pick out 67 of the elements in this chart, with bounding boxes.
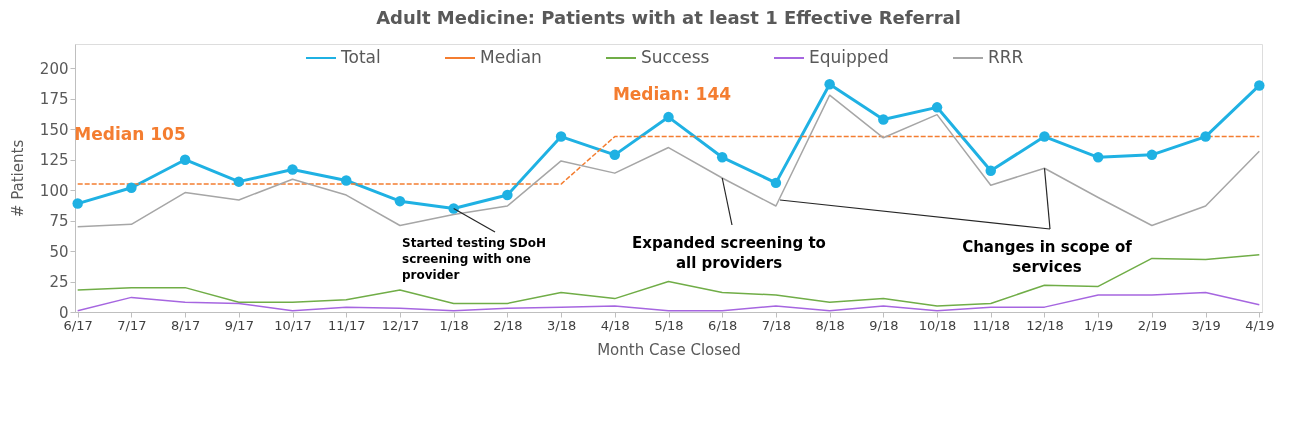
point bbox=[1200, 131, 1211, 142]
point bbox=[179, 154, 191, 165]
point bbox=[502, 189, 513, 201]
point bbox=[770, 177, 782, 189]
y-tick-label: 75 bbox=[49, 212, 69, 231]
x-tick-label: 6/18 bbox=[708, 317, 738, 333]
y-axis-title: # Patients bbox=[8, 139, 27, 218]
y-tick-label: 200 bbox=[39, 59, 69, 78]
point bbox=[340, 175, 352, 186]
point bbox=[1254, 80, 1265, 91]
x-tick-label: 11/17 bbox=[328, 317, 366, 333]
annotation: Median: 144 bbox=[612, 84, 732, 104]
legend-label: RRR bbox=[988, 47, 1024, 67]
x-tick-label: 7/17 bbox=[117, 317, 147, 333]
x-tick-label: 8/17 bbox=[171, 317, 201, 333]
annotation: Expanded screening to all providers bbox=[632, 234, 826, 273]
legend-label: Equipped bbox=[809, 47, 889, 67]
point bbox=[1146, 149, 1158, 161]
point bbox=[555, 131, 567, 142]
line-series bbox=[76, 254, 1261, 307]
x-tick-label: 12/18 bbox=[1026, 317, 1064, 333]
point bbox=[824, 78, 835, 90]
x-axis-title: Month Case Closed bbox=[597, 340, 741, 359]
y-tick-label: 175 bbox=[39, 90, 69, 109]
x-tick-label: 3/19 bbox=[1191, 317, 1221, 333]
annotation: Median 105 bbox=[74, 124, 186, 144]
x-tick-label: 9/17 bbox=[224, 317, 254, 333]
point bbox=[1092, 152, 1104, 163]
legend-label: Success bbox=[641, 47, 710, 67]
point bbox=[126, 182, 137, 193]
x-tick-label: 2/19 bbox=[1137, 317, 1167, 333]
x-tick-label: 2/18 bbox=[493, 317, 523, 333]
annotation: Started testing SDoH screening with one provider bbox=[402, 236, 547, 283]
point bbox=[609, 149, 621, 161]
x-tick-label: 10/18 bbox=[918, 317, 957, 333]
x-tick-label: 12/17 bbox=[381, 317, 420, 333]
x-tick-label: 1/18 bbox=[439, 317, 469, 333]
x-tick-label: 4/18 bbox=[600, 317, 630, 333]
x-tick-label: 9/18 bbox=[869, 317, 899, 333]
x-tick-label: 3/18 bbox=[546, 317, 577, 333]
point bbox=[985, 165, 997, 176]
point bbox=[448, 203, 459, 214]
point bbox=[233, 176, 245, 187]
x-tick-label: 1/19 bbox=[1084, 317, 1114, 333]
annotation: Changes in scope of services bbox=[962, 238, 1133, 277]
x-tick-label: 7/18 bbox=[761, 317, 792, 333]
x-tick-label: 11/18 bbox=[972, 317, 1010, 333]
point bbox=[394, 195, 406, 207]
legend-label: Total bbox=[340, 47, 381, 67]
y-tick-label: 25 bbox=[49, 273, 69, 292]
x-tick-label: 4/19 bbox=[1245, 317, 1275, 333]
chart-title: Adult Medicine: Patients with at least 1 Effective Referral bbox=[376, 7, 961, 28]
x-tick-label: 8/18 bbox=[815, 317, 845, 333]
x-tick-label: 5/18 bbox=[654, 317, 684, 333]
y-tick-label: 125 bbox=[39, 151, 69, 170]
y-tick-label: 150 bbox=[39, 120, 69, 139]
point bbox=[663, 111, 674, 123]
point bbox=[287, 164, 298, 175]
y-tick-label: 50 bbox=[49, 242, 69, 261]
point bbox=[72, 198, 83, 209]
point bbox=[1039, 131, 1050, 142]
point bbox=[716, 152, 728, 163]
y-tick-label: 100 bbox=[39, 181, 69, 200]
x-tick-label: 10/17 bbox=[274, 317, 312, 333]
legend-label: Median bbox=[480, 47, 542, 67]
point bbox=[878, 114, 889, 125]
point bbox=[931, 102, 943, 113]
